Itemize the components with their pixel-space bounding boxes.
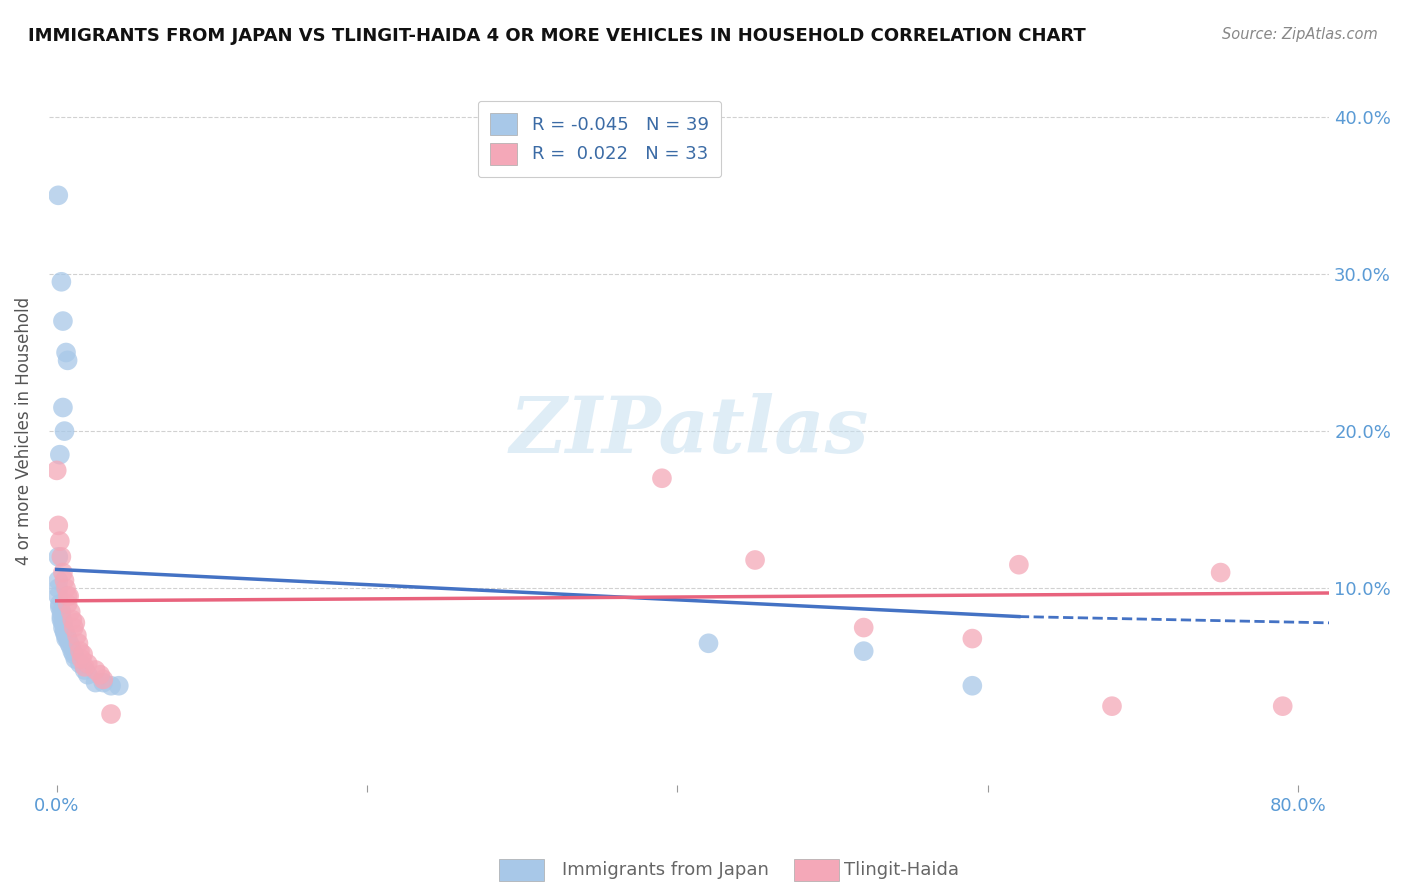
Point: [52, 615, 75, 630]
Point: [55, 632, 77, 646]
Point: [69, 644, 91, 658]
Point: [65, 615, 87, 630]
Point: [744, 553, 766, 567]
Point: [91, 675, 114, 690]
Point: [45, 463, 67, 477]
Text: Source: ZipAtlas.com: Source: ZipAtlas.com: [1222, 27, 1378, 42]
Point: [65, 652, 87, 666]
Point: [53, 574, 76, 588]
Point: [49, 534, 72, 549]
Legend: R = -0.045   N = 39, R =  0.022   N = 33: R = -0.045 N = 39, R = 0.022 N = 33: [478, 101, 721, 178]
Point: [76, 667, 98, 681]
Point: [56, 353, 79, 368]
Point: [60, 644, 83, 658]
Point: [49, 597, 72, 611]
Point: [46, 549, 69, 564]
Point: [100, 706, 122, 721]
Text: ZIPatlas: ZIPatlas: [509, 392, 869, 469]
Point: [55, 628, 77, 642]
Point: [84, 663, 107, 677]
Point: [52, 566, 75, 580]
Point: [56, 597, 79, 611]
Point: [56, 589, 79, 603]
Point: [53, 424, 76, 438]
Point: [697, 636, 720, 650]
Point: [73, 660, 96, 674]
Point: [73, 663, 96, 677]
Point: [58, 589, 80, 603]
Point: [49, 448, 72, 462]
Point: [51, 613, 73, 627]
Point: [53, 625, 76, 640]
Point: [962, 632, 984, 646]
Point: [852, 621, 875, 635]
Point: [651, 471, 673, 485]
Point: [53, 624, 76, 638]
Text: Tlingit-Haida: Tlingit-Haida: [844, 861, 959, 879]
Point: [1271, 699, 1294, 714]
Point: [46, 582, 69, 596]
Point: [56, 632, 79, 646]
Point: [49, 600, 72, 615]
Point: [60, 613, 83, 627]
Point: [107, 679, 129, 693]
Point: [51, 609, 73, 624]
Point: [962, 679, 984, 693]
Point: [1008, 558, 1031, 572]
Point: [66, 628, 89, 642]
Point: [51, 275, 73, 289]
Point: [46, 574, 69, 588]
Point: [51, 549, 73, 564]
Point: [55, 582, 77, 596]
Point: [62, 621, 84, 635]
Point: [67, 636, 90, 650]
Point: [1101, 699, 1123, 714]
Point: [52, 621, 75, 635]
Point: [52, 314, 75, 328]
Point: [72, 648, 94, 662]
Point: [70, 652, 93, 666]
Point: [84, 675, 107, 690]
Text: Immigrants from Japan: Immigrants from Japan: [562, 861, 769, 879]
Y-axis label: 4 or more Vehicles in Household: 4 or more Vehicles in Household: [15, 297, 32, 566]
Point: [100, 679, 122, 693]
Point: [89, 667, 111, 681]
Text: IMMIGRANTS FROM JAPAN VS TLINGIT-HAIDA 4 OR MORE VEHICLES IN HOUSEHOLD CORRELATI: IMMIGRANTS FROM JAPAN VS TLINGIT-HAIDA 4…: [28, 27, 1085, 45]
Point: [62, 648, 84, 662]
Point: [59, 605, 82, 619]
Point: [51, 605, 73, 619]
Point: [46, 188, 69, 202]
Point: [1209, 566, 1232, 580]
Point: [76, 657, 98, 671]
Point: [55, 345, 77, 359]
Point: [46, 589, 69, 603]
Point: [58, 636, 80, 650]
Point: [46, 518, 69, 533]
Point: [852, 644, 875, 658]
Point: [52, 401, 75, 415]
Point: [69, 657, 91, 671]
Point: [59, 640, 82, 654]
Point: [91, 673, 114, 687]
